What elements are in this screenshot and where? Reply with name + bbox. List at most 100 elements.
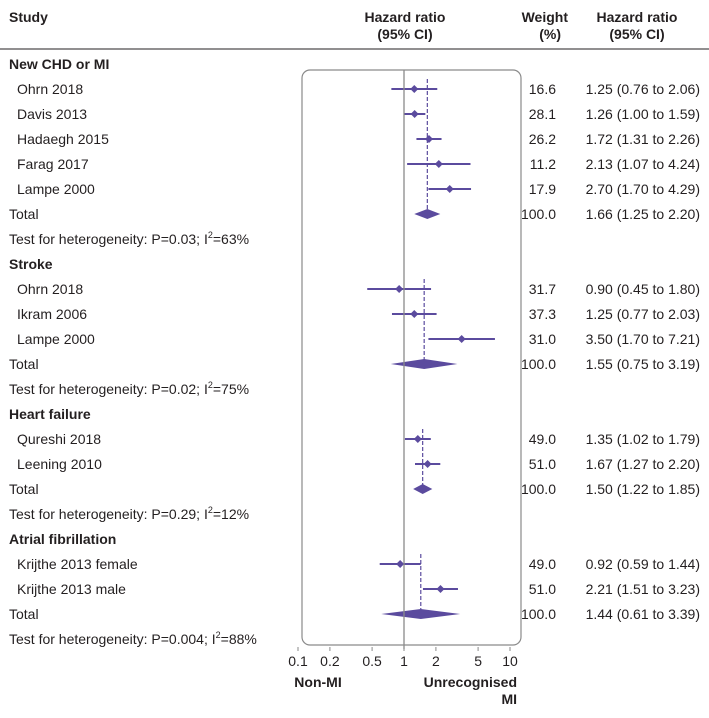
study-label: Leening 2010 bbox=[17, 456, 102, 472]
total-weight: 100.0 bbox=[521, 206, 556, 222]
study-weight: 49.0 bbox=[529, 556, 556, 572]
study-point-marker bbox=[424, 135, 433, 143]
study-point-marker bbox=[434, 160, 443, 168]
study-label: Farag 2017 bbox=[17, 156, 89, 172]
study-point-marker bbox=[410, 85, 419, 93]
plot-frame bbox=[301, 69, 522, 646]
hr-plot-header-line1: Hazard ratio bbox=[365, 9, 446, 25]
total-label: Total bbox=[9, 356, 39, 372]
study-hr-ci: 2.70 (1.70 to 4.29) bbox=[586, 181, 700, 197]
total-weight: 100.0 bbox=[521, 356, 556, 372]
heterogeneity-value: =88% bbox=[221, 631, 257, 647]
heterogeneity-test: Test for heterogeneity: P=0.29; I2=12% bbox=[9, 505, 249, 522]
forest-marks bbox=[367, 79, 495, 619]
total-hr-ci: 1.66 (1.25 to 2.20) bbox=[586, 206, 700, 222]
study-hr-ci: 1.25 (0.76 to 2.06) bbox=[586, 81, 700, 97]
study-hr-ci: 1.35 (1.02 to 1.79) bbox=[586, 431, 700, 447]
study-point-marker bbox=[396, 560, 405, 568]
study-label: Davis 2013 bbox=[17, 106, 87, 122]
heterogeneity-value: =63% bbox=[213, 231, 249, 247]
hr-plot-header-line2: (95% CI) bbox=[377, 26, 432, 42]
total-label: Total bbox=[9, 206, 39, 222]
study-point-marker bbox=[395, 285, 404, 293]
total-weight: 100.0 bbox=[521, 606, 556, 622]
group-header: Atrial fibrillation bbox=[9, 531, 116, 547]
study-hr-ci: 1.67 (1.27 to 2.20) bbox=[586, 456, 700, 472]
study-point-marker bbox=[410, 110, 419, 118]
pooled-estimate-diamond bbox=[413, 484, 433, 494]
study-label: Krijthe 2013 male bbox=[17, 581, 126, 597]
study-point-marker bbox=[457, 335, 466, 343]
study-point-marker bbox=[413, 435, 422, 443]
study-point-marker bbox=[436, 585, 445, 593]
study-point-marker bbox=[410, 310, 419, 318]
study-label: Ohrn 2018 bbox=[17, 281, 83, 297]
hr-column-header-line1: Hazard ratio bbox=[597, 9, 678, 25]
total-hr-ci: 1.44 (0.61 to 3.39) bbox=[586, 606, 700, 622]
study-weight: 49.0 bbox=[529, 431, 556, 447]
x-tick-label: 5 bbox=[474, 653, 482, 669]
x-tick-label: 0.2 bbox=[320, 653, 340, 669]
heterogeneity-text: Test for heterogeneity: P=0.004; I bbox=[9, 631, 216, 647]
study-label: Qureshi 2018 bbox=[17, 431, 101, 447]
group-header: Heart failure bbox=[9, 406, 91, 422]
left-favours-label: Non-MI bbox=[294, 674, 341, 690]
right-favours-label-line1: Unrecognised bbox=[424, 674, 517, 690]
pooled-estimate-diamond bbox=[381, 609, 461, 619]
study-label: Lampe 2000 bbox=[17, 181, 95, 197]
study-hr-ci: 1.25 (0.77 to 2.03) bbox=[586, 306, 700, 322]
study-label: Lampe 2000 bbox=[17, 331, 95, 347]
study-weight: 17.9 bbox=[529, 181, 556, 197]
study-point-marker bbox=[423, 460, 432, 468]
study-weight: 37.3 bbox=[529, 306, 556, 322]
heterogeneity-test: Test for heterogeneity: P=0.02; I2=75% bbox=[9, 380, 249, 397]
study-label: Ikram 2006 bbox=[17, 306, 87, 322]
heterogeneity-superscript: 2 bbox=[216, 630, 221, 640]
heterogeneity-superscript: 2 bbox=[208, 380, 213, 390]
group-header: Stroke bbox=[9, 256, 53, 272]
heterogeneity-test: Test for heterogeneity: P=0.004; I2=88% bbox=[9, 630, 257, 647]
study-hr-ci: 1.26 (1.00 to 1.59) bbox=[586, 106, 700, 122]
x-tick-label: 0.1 bbox=[288, 653, 308, 669]
weight-column-header-line2: (%) bbox=[539, 26, 561, 42]
x-tick-label: 1 bbox=[400, 653, 408, 669]
pooled-estimate-diamond bbox=[414, 209, 441, 219]
total-hr-ci: 1.55 (0.75 to 3.19) bbox=[586, 356, 700, 372]
heterogeneity-superscript: 2 bbox=[208, 505, 213, 515]
study-label: Ohrn 2018 bbox=[17, 81, 83, 97]
heterogeneity-text: Test for heterogeneity: P=0.29; I bbox=[9, 506, 208, 522]
study-hr-ci: 2.21 (1.51 to 3.23) bbox=[586, 581, 700, 597]
heterogeneity-text: Test for heterogeneity: P=0.03; I bbox=[9, 231, 208, 247]
heterogeneity-value: =12% bbox=[213, 506, 249, 522]
total-weight: 100.0 bbox=[521, 481, 556, 497]
x-tick-label: 10 bbox=[502, 653, 518, 669]
study-weight: 51.0 bbox=[529, 581, 556, 597]
study-hr-ci: 0.90 (0.45 to 1.80) bbox=[586, 281, 700, 297]
study-weight: 31.7 bbox=[529, 281, 556, 297]
study-weight: 26.2 bbox=[529, 131, 556, 147]
study-hr-ci: 1.72 (1.31 to 2.26) bbox=[586, 131, 700, 147]
heterogeneity-text: Test for heterogeneity: P=0.02; I bbox=[9, 381, 208, 397]
study-point-marker bbox=[445, 185, 454, 193]
x-axis: 0.1 0.2 0.5 1 2 5 10 bbox=[288, 70, 518, 669]
study-hr-ci: 2.13 (1.07 to 4.24) bbox=[586, 156, 700, 172]
study-weight: 16.6 bbox=[529, 81, 556, 97]
pooled-estimate-diamond bbox=[390, 359, 458, 369]
weight-column-header-line1: Weight bbox=[522, 9, 569, 25]
study-hr-ci: 0.92 (0.59 to 1.44) bbox=[586, 556, 700, 572]
study-column-header: Study bbox=[9, 9, 48, 25]
total-hr-ci: 1.50 (1.22 to 1.85) bbox=[586, 481, 700, 497]
x-tick-label: 2 bbox=[432, 653, 440, 669]
study-label: Hadaegh 2015 bbox=[17, 131, 109, 147]
study-weight: 11.2 bbox=[530, 156, 556, 172]
group-header: New CHD or MI bbox=[9, 56, 109, 72]
total-label: Total bbox=[9, 481, 39, 497]
heterogeneity-value: =75% bbox=[213, 381, 249, 397]
forest-rows: New CHD or MI Ohrn 2018 16.6 1.25 (0.76 to … bbox=[9, 56, 700, 647]
study-label: Krijthe 2013 female bbox=[17, 556, 138, 572]
x-tick-label: 0.5 bbox=[362, 653, 382, 669]
heterogeneity-test: Test for heterogeneity: P=0.03; I2=63% bbox=[9, 230, 249, 247]
total-label: Total bbox=[9, 606, 39, 622]
